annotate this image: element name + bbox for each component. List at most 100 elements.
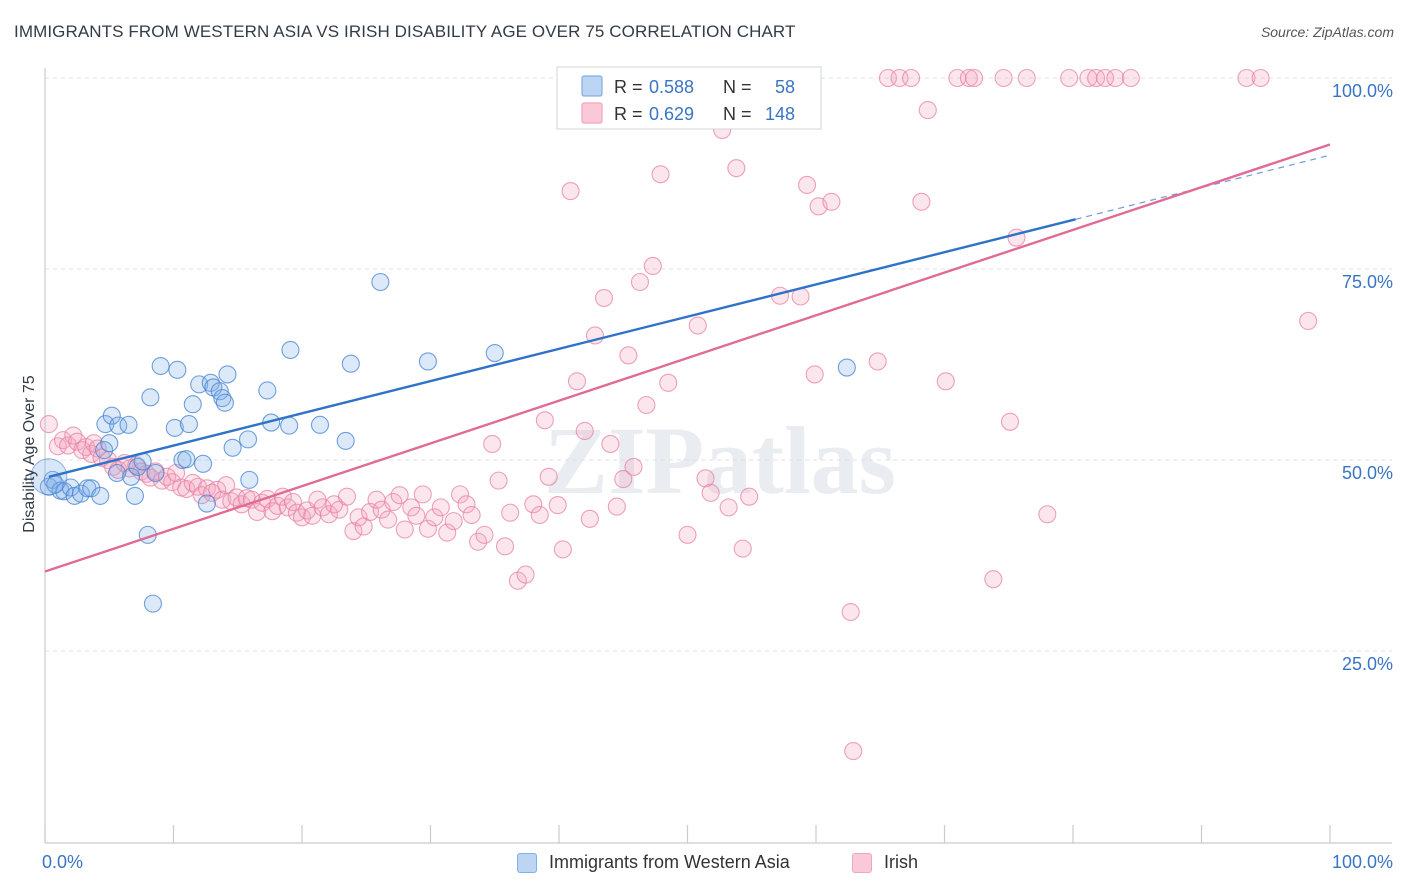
y-tick-label-50: 50.0% <box>1342 463 1393 483</box>
irish-point <box>797 175 817 195</box>
western-asia-point <box>336 431 355 450</box>
irish-point <box>495 537 515 556</box>
irish-point <box>594 288 614 308</box>
irish-point <box>567 372 587 391</box>
western-asia-point <box>128 457 147 476</box>
western-asia-point <box>310 415 330 434</box>
western-asia-point <box>210 382 229 401</box>
trend-lines <box>44 143 1331 573</box>
irish-point <box>733 539 752 558</box>
legend-n-label-pink: N = <box>723 104 752 124</box>
series-legend: Immigrants from Western Asia Irish <box>0 852 1406 878</box>
legend-swatch-irish <box>852 852 872 873</box>
western-asia-point <box>218 365 237 384</box>
irish-point <box>984 570 1003 589</box>
western-asia-point <box>190 375 209 394</box>
y-axis-label: Disability Age Over 75 <box>21 375 38 533</box>
irish-point <box>1237 68 1256 88</box>
irish-point <box>1038 505 1057 524</box>
axes <box>44 68 1392 844</box>
x-tick-label-max: 100.0% <box>1332 852 1393 872</box>
irish-point <box>561 182 580 201</box>
irish-point <box>402 498 421 517</box>
western-asia-point <box>418 352 437 371</box>
irish-point <box>580 509 599 528</box>
irish-point <box>516 565 535 584</box>
irish-point <box>659 373 678 392</box>
irish-point <box>425 508 444 527</box>
legend-blue-swatch <box>581 75 603 97</box>
western-asia-point <box>238 430 258 449</box>
irish-point <box>607 497 626 516</box>
irish-point <box>701 483 720 502</box>
irish-point <box>1060 68 1079 88</box>
irish-point <box>349 508 368 527</box>
irish-point <box>619 346 638 365</box>
irish-point <box>1096 68 1115 88</box>
irish-point <box>959 68 978 88</box>
western-asia-point <box>119 415 138 434</box>
irish-point <box>418 519 437 538</box>
legend-r-value-blue: 0.588 <box>649 77 694 97</box>
irish-point <box>431 498 450 517</box>
western-asia-points <box>30 272 856 613</box>
irish-point <box>936 372 955 391</box>
western-asia-point <box>485 343 504 363</box>
irish-point <box>688 316 707 335</box>
irish-point <box>457 495 476 514</box>
western-asia-point <box>122 467 141 486</box>
irish-point <box>553 540 572 559</box>
irish-point <box>1106 68 1125 88</box>
irish-point <box>319 505 339 524</box>
irish-point <box>384 492 403 512</box>
western-asia-point <box>107 463 127 483</box>
irish-point <box>678 525 697 544</box>
western-asia-point <box>168 360 187 379</box>
y-tick-label-75: 75.0% <box>1342 272 1393 292</box>
western-asia-point <box>100 434 119 453</box>
irish-point <box>1000 412 1020 431</box>
irish-point <box>158 467 177 486</box>
western-asia-point <box>194 454 213 473</box>
irish-point <box>637 395 656 415</box>
western-asia-point <box>341 354 360 373</box>
western-asia-point <box>183 395 202 414</box>
legend-label-western-asia: Immigrants from Western Asia <box>549 852 790 872</box>
western-asia-point <box>258 381 277 400</box>
irish-point <box>530 505 549 525</box>
irish-point <box>263 502 282 521</box>
grid-lines <box>45 77 1392 652</box>
y-tick-label-100: 100.0% <box>1332 81 1393 101</box>
irish-point <box>912 192 931 211</box>
irish-point <box>1251 68 1270 88</box>
irish-point <box>489 471 508 490</box>
irish-point <box>643 256 662 275</box>
irish-point <box>462 505 481 525</box>
irish-point <box>247 502 267 522</box>
irish-point <box>719 498 738 517</box>
y-tick-label-25: 25.0% <box>1342 654 1393 674</box>
irish-point <box>217 476 236 495</box>
irish-point <box>918 101 937 120</box>
western-asia-point <box>197 494 216 513</box>
irish-point <box>501 503 520 522</box>
irish-point <box>283 492 303 512</box>
irish-point <box>278 498 297 517</box>
irish-point <box>1121 68 1140 88</box>
western-asia-point <box>165 418 184 437</box>
legend-n-label-blue: N = <box>723 77 752 97</box>
irish-point <box>208 480 227 499</box>
irish-point <box>468 532 488 551</box>
western-asia-point <box>146 463 165 483</box>
legend-swatch-western-asia <box>517 852 537 873</box>
irish-point <box>696 469 715 488</box>
irish-point <box>273 487 292 506</box>
irish-point <box>413 485 432 504</box>
irish-point <box>575 421 594 441</box>
irish-point <box>651 165 670 184</box>
western-asia-point <box>223 438 242 457</box>
western-asia-point <box>240 470 259 489</box>
irish-point <box>614 470 633 489</box>
irish-point <box>601 434 620 454</box>
